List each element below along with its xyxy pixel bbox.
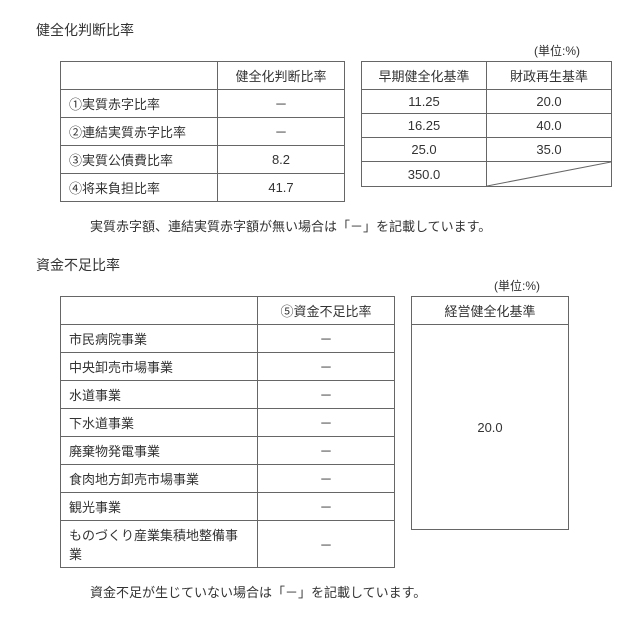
- section2-note: 資金不足が生じていない場合は「－」を記載しています。: [90, 582, 616, 601]
- section1-note: 実質赤字額、連結実質赤字額が無い場合は「－」を記載しています。: [90, 216, 616, 235]
- s1b-r2c1: 35.0: [487, 138, 612, 162]
- section1-unit: (単位:%): [20, 42, 580, 59]
- s2a-r0c0: 市民病院事業: [61, 325, 258, 353]
- s1a-h0: [61, 62, 218, 90]
- s1b-r0c0: 11.25: [362, 90, 487, 114]
- s2b-h: 経営健全化基準: [412, 297, 569, 325]
- s1b-h0: 早期健全化基準: [362, 62, 487, 90]
- s1b-r1c1: 40.0: [487, 114, 612, 138]
- s1b-r3c0: 350.0: [362, 162, 487, 187]
- s2b-val: 20.0: [412, 325, 569, 530]
- s2a-r6c1: －: [258, 493, 395, 521]
- section2-title: 資金不足比率: [36, 255, 616, 275]
- s2a-r3c1: －: [258, 409, 395, 437]
- s1a-r2c1: 8.2: [218, 146, 345, 174]
- s1b-r1c0: 16.25: [362, 114, 487, 138]
- s1a-h1: 健全化判断比率: [218, 62, 345, 90]
- s2a-r4c0: 廃棄物発電事業: [61, 437, 258, 465]
- section2-unit: (単位:%): [20, 277, 540, 294]
- s1a-r0c1: －: [218, 90, 345, 118]
- s2a-r4c1: －: [258, 437, 395, 465]
- s1b-h1: 財政再生基準: [487, 62, 612, 90]
- s1b-r2c0: 25.0: [362, 138, 487, 162]
- section1-table-b: 早期健全化基準 財政再生基準 11.25 20.0 16.25 40.0 25.…: [361, 61, 612, 187]
- section1-title: 健全化判断比率: [36, 20, 616, 40]
- s1a-r1c1: －: [218, 118, 345, 146]
- s2a-r2c0: 水道事業: [61, 381, 258, 409]
- section2-tables: ⑤資金不足比率 市民病院事業－ 中央卸売市場事業－ 水道事業－ 下水道事業－ 廃…: [60, 296, 616, 568]
- s1a-r2c0: ③実質公債費比率: [61, 146, 218, 174]
- s2a-h1: ⑤資金不足比率: [258, 297, 395, 325]
- s2a-r1c0: 中央卸売市場事業: [61, 353, 258, 381]
- section2-table-b: 経営健全化基準 20.0: [411, 296, 569, 530]
- section1-tables: 健全化判断比率 ①実質赤字比率 － ②連結実質赤字比率 － ③実質公債費比率 8…: [60, 61, 616, 202]
- s2a-r0c1: －: [258, 325, 395, 353]
- s1b-r0c1: 20.0: [487, 90, 612, 114]
- s2a-r2c1: －: [258, 381, 395, 409]
- s1a-r1c0: ②連結実質赤字比率: [61, 118, 218, 146]
- s2a-r7c0: ものづくり産業集積地整備事業: [61, 521, 258, 568]
- s1a-r3c1: 41.7: [218, 174, 345, 202]
- s2a-r6c0: 観光事業: [61, 493, 258, 521]
- s2a-h0: [61, 297, 258, 325]
- section2-table-a: ⑤資金不足比率 市民病院事業－ 中央卸売市場事業－ 水道事業－ 下水道事業－ 廃…: [60, 296, 395, 568]
- s1b-r3c1-slash: [487, 162, 612, 187]
- s2a-r3c0: 下水道事業: [61, 409, 258, 437]
- s1a-r3c0: ④将来負担比率: [61, 174, 218, 202]
- s2a-r7c1: －: [258, 521, 395, 568]
- s2a-r5c0: 食肉地方卸売市場事業: [61, 465, 258, 493]
- s1a-r0c0: ①実質赤字比率: [61, 90, 218, 118]
- s2a-r1c1: －: [258, 353, 395, 381]
- section1-table-a: 健全化判断比率 ①実質赤字比率 － ②連結実質赤字比率 － ③実質公債費比率 8…: [60, 61, 345, 202]
- s2a-r5c1: －: [258, 465, 395, 493]
